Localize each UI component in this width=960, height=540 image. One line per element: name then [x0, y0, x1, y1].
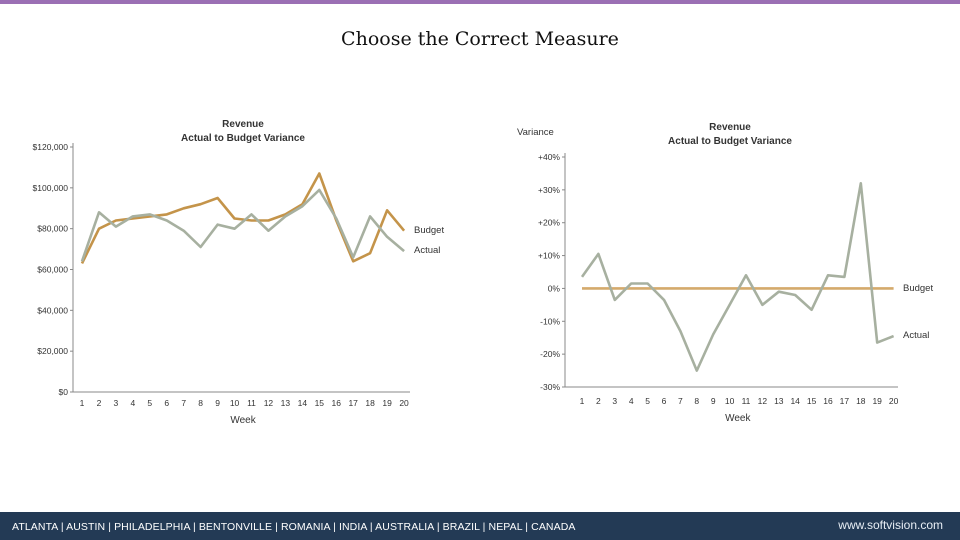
x-tick-label: 4 [130, 398, 135, 408]
legend-budget: Budget [903, 283, 933, 294]
x-tick-label: 7 [181, 398, 186, 408]
x-tick-label: 12 [264, 398, 274, 408]
y-tick-label: -10% [540, 316, 560, 326]
top-accent-bar [0, 0, 960, 4]
slide-title: Choose the Correct Measure [341, 28, 619, 50]
x-tick-label: 17 [840, 396, 850, 406]
y-tick-label: 0% [548, 283, 561, 293]
chart-title: Revenue [222, 119, 264, 130]
legend-budget: Budget [414, 225, 444, 236]
x-tick-label: 11 [247, 398, 256, 408]
x-tick-label: 14 [298, 398, 308, 408]
y-tick-label: $80,000 [37, 224, 68, 234]
x-tick-label: 14 [790, 396, 800, 406]
x-tick-label: 9 [711, 396, 716, 406]
chart-subtitle: Actual to Budget Variance [668, 136, 792, 147]
x-tick-label: 9 [215, 398, 220, 408]
x-tick-label: 2 [596, 396, 601, 406]
x-tick-label: 8 [694, 396, 699, 406]
y-tick-label: +30% [538, 185, 560, 195]
revenue-chart: Revenue Actual to Budget Variance $0 $20,00… [33, 119, 445, 426]
x-tick-label: 7 [678, 396, 683, 406]
y-tick-label: $100,000 [33, 183, 69, 193]
chart-title: Revenue [709, 122, 751, 133]
footer-bar: ATLANTA | AUSTIN | PHILADELPHIA | BENTON… [0, 512, 960, 540]
y-tick-label: $40,000 [37, 305, 68, 315]
legend-actual: Actual [903, 330, 929, 341]
y-tick-label: +40% [538, 152, 560, 162]
x-axis-label: Week [725, 413, 751, 424]
x-tick-label: 15 [807, 396, 817, 406]
y-axis-label: Variance [517, 127, 554, 138]
x-tick-label: 1 [80, 398, 85, 408]
x-tick-label: 6 [164, 398, 169, 408]
y-tick-label: $0 [59, 387, 69, 397]
series-line-actual [80, 188, 405, 262]
footer-website-link[interactable]: www.softvision.com [838, 518, 943, 532]
x-tick-label: 18 [856, 396, 866, 406]
x-tick-label: 5 [645, 396, 650, 406]
y-tick-label: $20,000 [37, 346, 68, 356]
x-tick-label: 3 [612, 396, 617, 406]
y-tick-label: -20% [540, 349, 560, 359]
x-tick-label: 15 [315, 398, 325, 408]
variance-chart: Revenue Actual to Budget Variance Variance… [517, 122, 933, 424]
x-tick-label: 17 [348, 398, 358, 408]
x-axis-label: Week [230, 415, 256, 426]
x-tick-label: 3 [114, 398, 119, 408]
x-tick-label: 16 [823, 396, 833, 406]
x-tick-label: 10 [230, 398, 240, 408]
x-tick-label: 13 [281, 398, 291, 408]
series-line-budget [80, 172, 406, 264]
x-tick-label: 13 [774, 396, 784, 406]
x-tick-label: 19 [872, 396, 882, 406]
footer-locations: ATLANTA | AUSTIN | PHILADELPHIA | BENTON… [12, 521, 576, 533]
y-tick-label: $120,000 [33, 142, 69, 152]
x-tick-label: 16 [332, 398, 342, 408]
chart-subtitle: Actual to Budget Variance [181, 133, 305, 144]
x-tick-label: 20 [399, 398, 409, 408]
legend-actual: Actual [414, 245, 440, 256]
x-tick-label: 18 [365, 398, 375, 408]
x-tick-label: 1 [580, 396, 585, 406]
x-tick-label: 11 [742, 396, 751, 406]
x-tick-label: 8 [198, 398, 203, 408]
y-tick-label: $60,000 [37, 265, 68, 275]
x-tick-label: 10 [725, 396, 735, 406]
x-tick-label: 2 [97, 398, 102, 408]
x-tick-label: 12 [758, 396, 768, 406]
y-tick-label: -30% [540, 382, 560, 392]
x-tick-label: 4 [629, 396, 634, 406]
series-line-actual [580, 182, 895, 372]
x-tick-label: 6 [662, 396, 667, 406]
y-tick-label: +10% [538, 251, 560, 261]
y-tick-label: +20% [538, 218, 560, 228]
x-tick-label: 20 [889, 396, 899, 406]
x-tick-label: 5 [147, 398, 152, 408]
x-tick-label: 19 [382, 398, 392, 408]
